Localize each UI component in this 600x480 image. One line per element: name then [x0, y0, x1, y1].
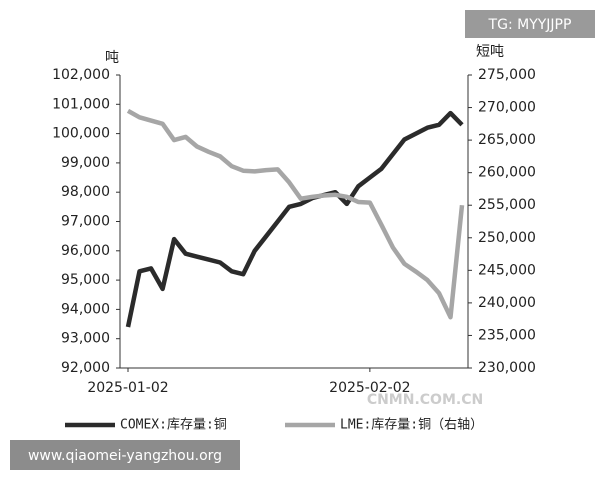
- legend-label: LME:库存量:铜（右轴）: [340, 417, 483, 433]
- y2-tick-label: 275,000: [478, 67, 536, 83]
- y-tick-label: 98,000: [61, 184, 110, 200]
- y2-tick-label: 230,000: [478, 360, 536, 376]
- x-tick-label: 2025-01-02: [87, 380, 168, 396]
- y-tick-label: 99,000: [61, 155, 110, 171]
- watermark: www.qiaomei-yangzhou.org: [28, 448, 222, 464]
- y-tick-label: 102,000: [52, 67, 110, 83]
- y2-tick-label: 250,000: [478, 230, 536, 246]
- y2-tick-label: 240,000: [478, 295, 536, 311]
- y-tick-label: 94,000: [61, 301, 110, 317]
- y2-tick-label: 255,000: [478, 197, 536, 213]
- y-tick-label: 95,000: [61, 272, 110, 288]
- y-tick-label: 92,000: [61, 360, 110, 376]
- y2-tick-label: 265,000: [478, 132, 536, 148]
- y-tick-label: 101,000: [52, 96, 110, 112]
- x-tick-label: 2025-02-02: [329, 380, 410, 396]
- y2-unit: 短吨: [476, 44, 504, 60]
- series-line: [125, 110, 464, 328]
- legend-label: COMEX:库存量:铜: [120, 417, 227, 433]
- watermark-box: [465, 10, 595, 38]
- watermark-box: [10, 440, 240, 470]
- y2-tick-label: 270,000: [478, 100, 536, 116]
- watermark: CNMN.COM.CN: [367, 392, 483, 408]
- y-tick-label: 96,000: [61, 243, 110, 259]
- y-unit: 吨: [105, 50, 119, 66]
- y2-tick-label: 245,000: [478, 262, 536, 278]
- y2-tick-label: 260,000: [478, 165, 536, 181]
- y2-tick-label: 235,000: [478, 327, 536, 343]
- watermark: TG: MYYJJPP: [488, 17, 572, 33]
- y-tick-label: 100,000: [52, 126, 110, 142]
- series-line: [126, 108, 465, 320]
- y-tick-label: 93,000: [61, 331, 110, 347]
- y-tick-label: 97,000: [61, 214, 110, 230]
